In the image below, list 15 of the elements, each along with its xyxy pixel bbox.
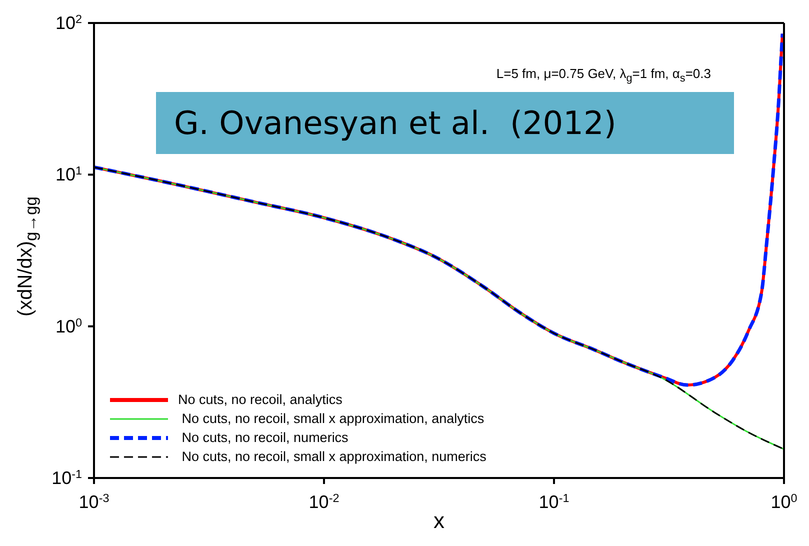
y-tick-label: 10$^{2}$ bbox=[55, 12, 82, 33]
annotation: L=5 fm, μ=0.75 GeV, λ$_{g}$=1 fm, α$_{s}$=0.3 bbox=[496, 66, 711, 85]
x-axis-title: x bbox=[434, 508, 444, 533]
y-tick-label: 10$^{1}$ bbox=[55, 164, 82, 185]
x-tick-label: 10$^{-2}$ bbox=[308, 492, 340, 512]
x-tick-label: 10$^{-1}$ bbox=[538, 492, 570, 512]
x-tick-label: 10$^{0}$ bbox=[770, 492, 798, 512]
x-tick-label: 10$^{-3}$ bbox=[78, 492, 110, 512]
legend-label: No cuts, no recoil, analytics bbox=[178, 391, 342, 409]
legend-label: No cuts, no recoil, small x approximation, analytics bbox=[180, 410, 484, 428]
annotation: G. Ovanesyan et al. (2012) bbox=[173, 103, 616, 144]
legend-label: No cuts, no recoil, small x approximation, numerics bbox=[180, 448, 486, 466]
legend-label: No cuts, no recoil, numerics bbox=[180, 429, 348, 447]
y-tick-label: 10$^{0}$ bbox=[55, 316, 82, 336]
y-tick-label: 10$^{-1}$ bbox=[52, 468, 82, 488]
